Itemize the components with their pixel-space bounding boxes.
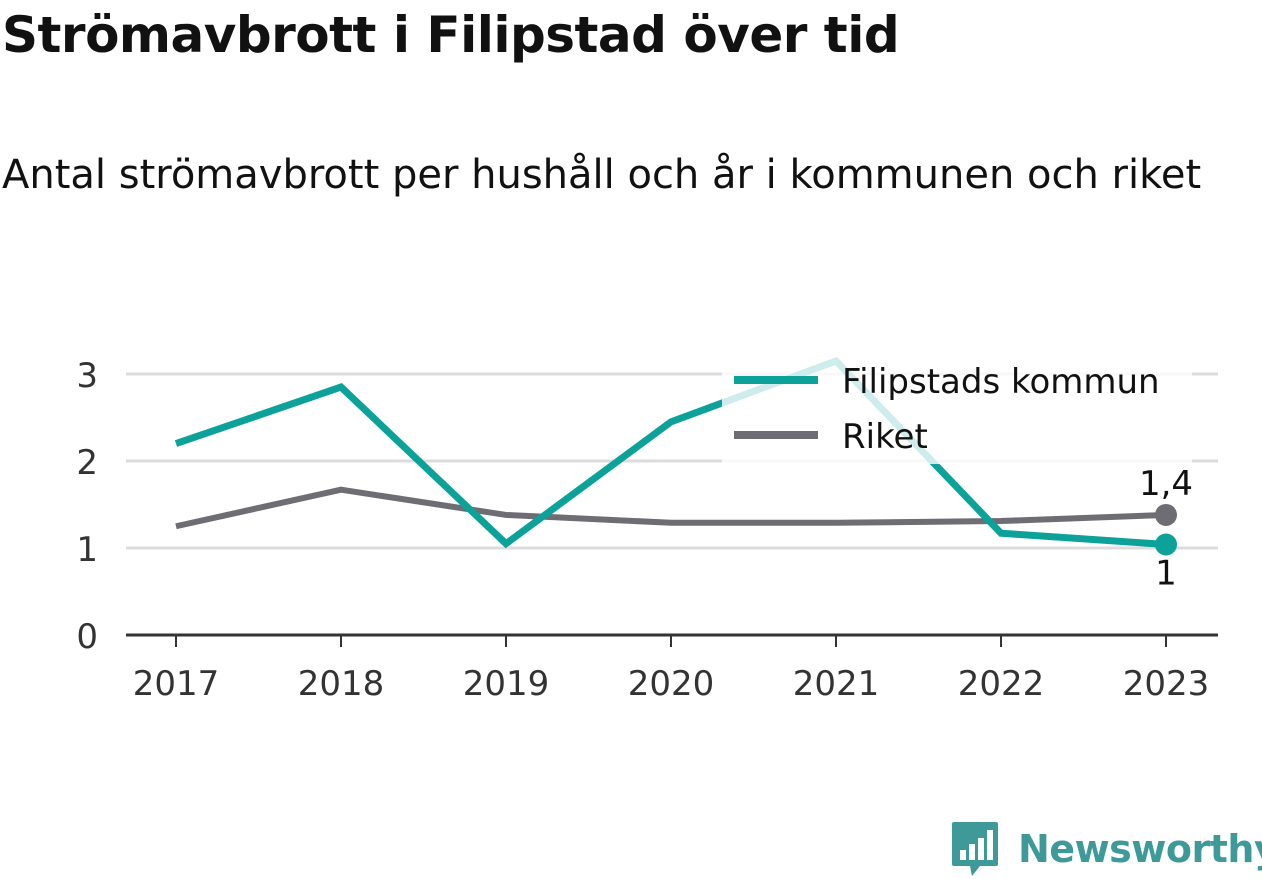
series-lines xyxy=(174,356,1167,549)
x-tick-label: 2019 xyxy=(463,664,550,704)
y-tick-label: 1 xyxy=(76,530,98,570)
end-marker xyxy=(1155,533,1177,556)
legend: Filipstads kommun Riket xyxy=(722,350,1192,464)
legend-label: Filipstads kommun xyxy=(842,362,1160,402)
x-tick-label: 2023 xyxy=(1123,664,1210,704)
end-data-label: 1 xyxy=(1155,554,1177,594)
end-markers: 11,4 xyxy=(1139,464,1193,594)
series-line-riket xyxy=(175,486,1167,530)
x-tick-label: 2017 xyxy=(133,664,220,704)
end-data-label: 1,4 xyxy=(1139,464,1193,504)
x-axis: 2017 2018 2019 2020 2021 2022 2023 xyxy=(126,633,1218,704)
y-axis-ticks: 0 1 2 3 xyxy=(76,356,98,657)
x-tick-label: 2022 xyxy=(958,664,1045,704)
x-tick-label: 2018 xyxy=(298,664,385,704)
y-tick-label: 0 xyxy=(76,617,98,657)
chart-subtitle: Antal strömavbrott per hushåll och år i … xyxy=(2,152,1202,198)
end-marker xyxy=(1155,503,1177,526)
legend-label: Riket xyxy=(842,417,928,457)
y-tick-label: 2 xyxy=(76,443,98,483)
legend-background xyxy=(722,350,1192,464)
series-line-filipstads-kommun xyxy=(174,356,1167,549)
brand-name: Newsworthy xyxy=(1018,827,1262,871)
x-tick-label: 2020 xyxy=(628,664,715,704)
newsworthy-logo: Newsworthy xyxy=(950,820,1262,878)
newsworthy-bar-chart-logo-icon xyxy=(952,822,998,876)
chart-title: Strömavbrott i Filipstad över tid xyxy=(2,6,900,64)
y-tick-label: 3 xyxy=(76,356,98,396)
x-tick-label: 2021 xyxy=(793,664,880,704)
